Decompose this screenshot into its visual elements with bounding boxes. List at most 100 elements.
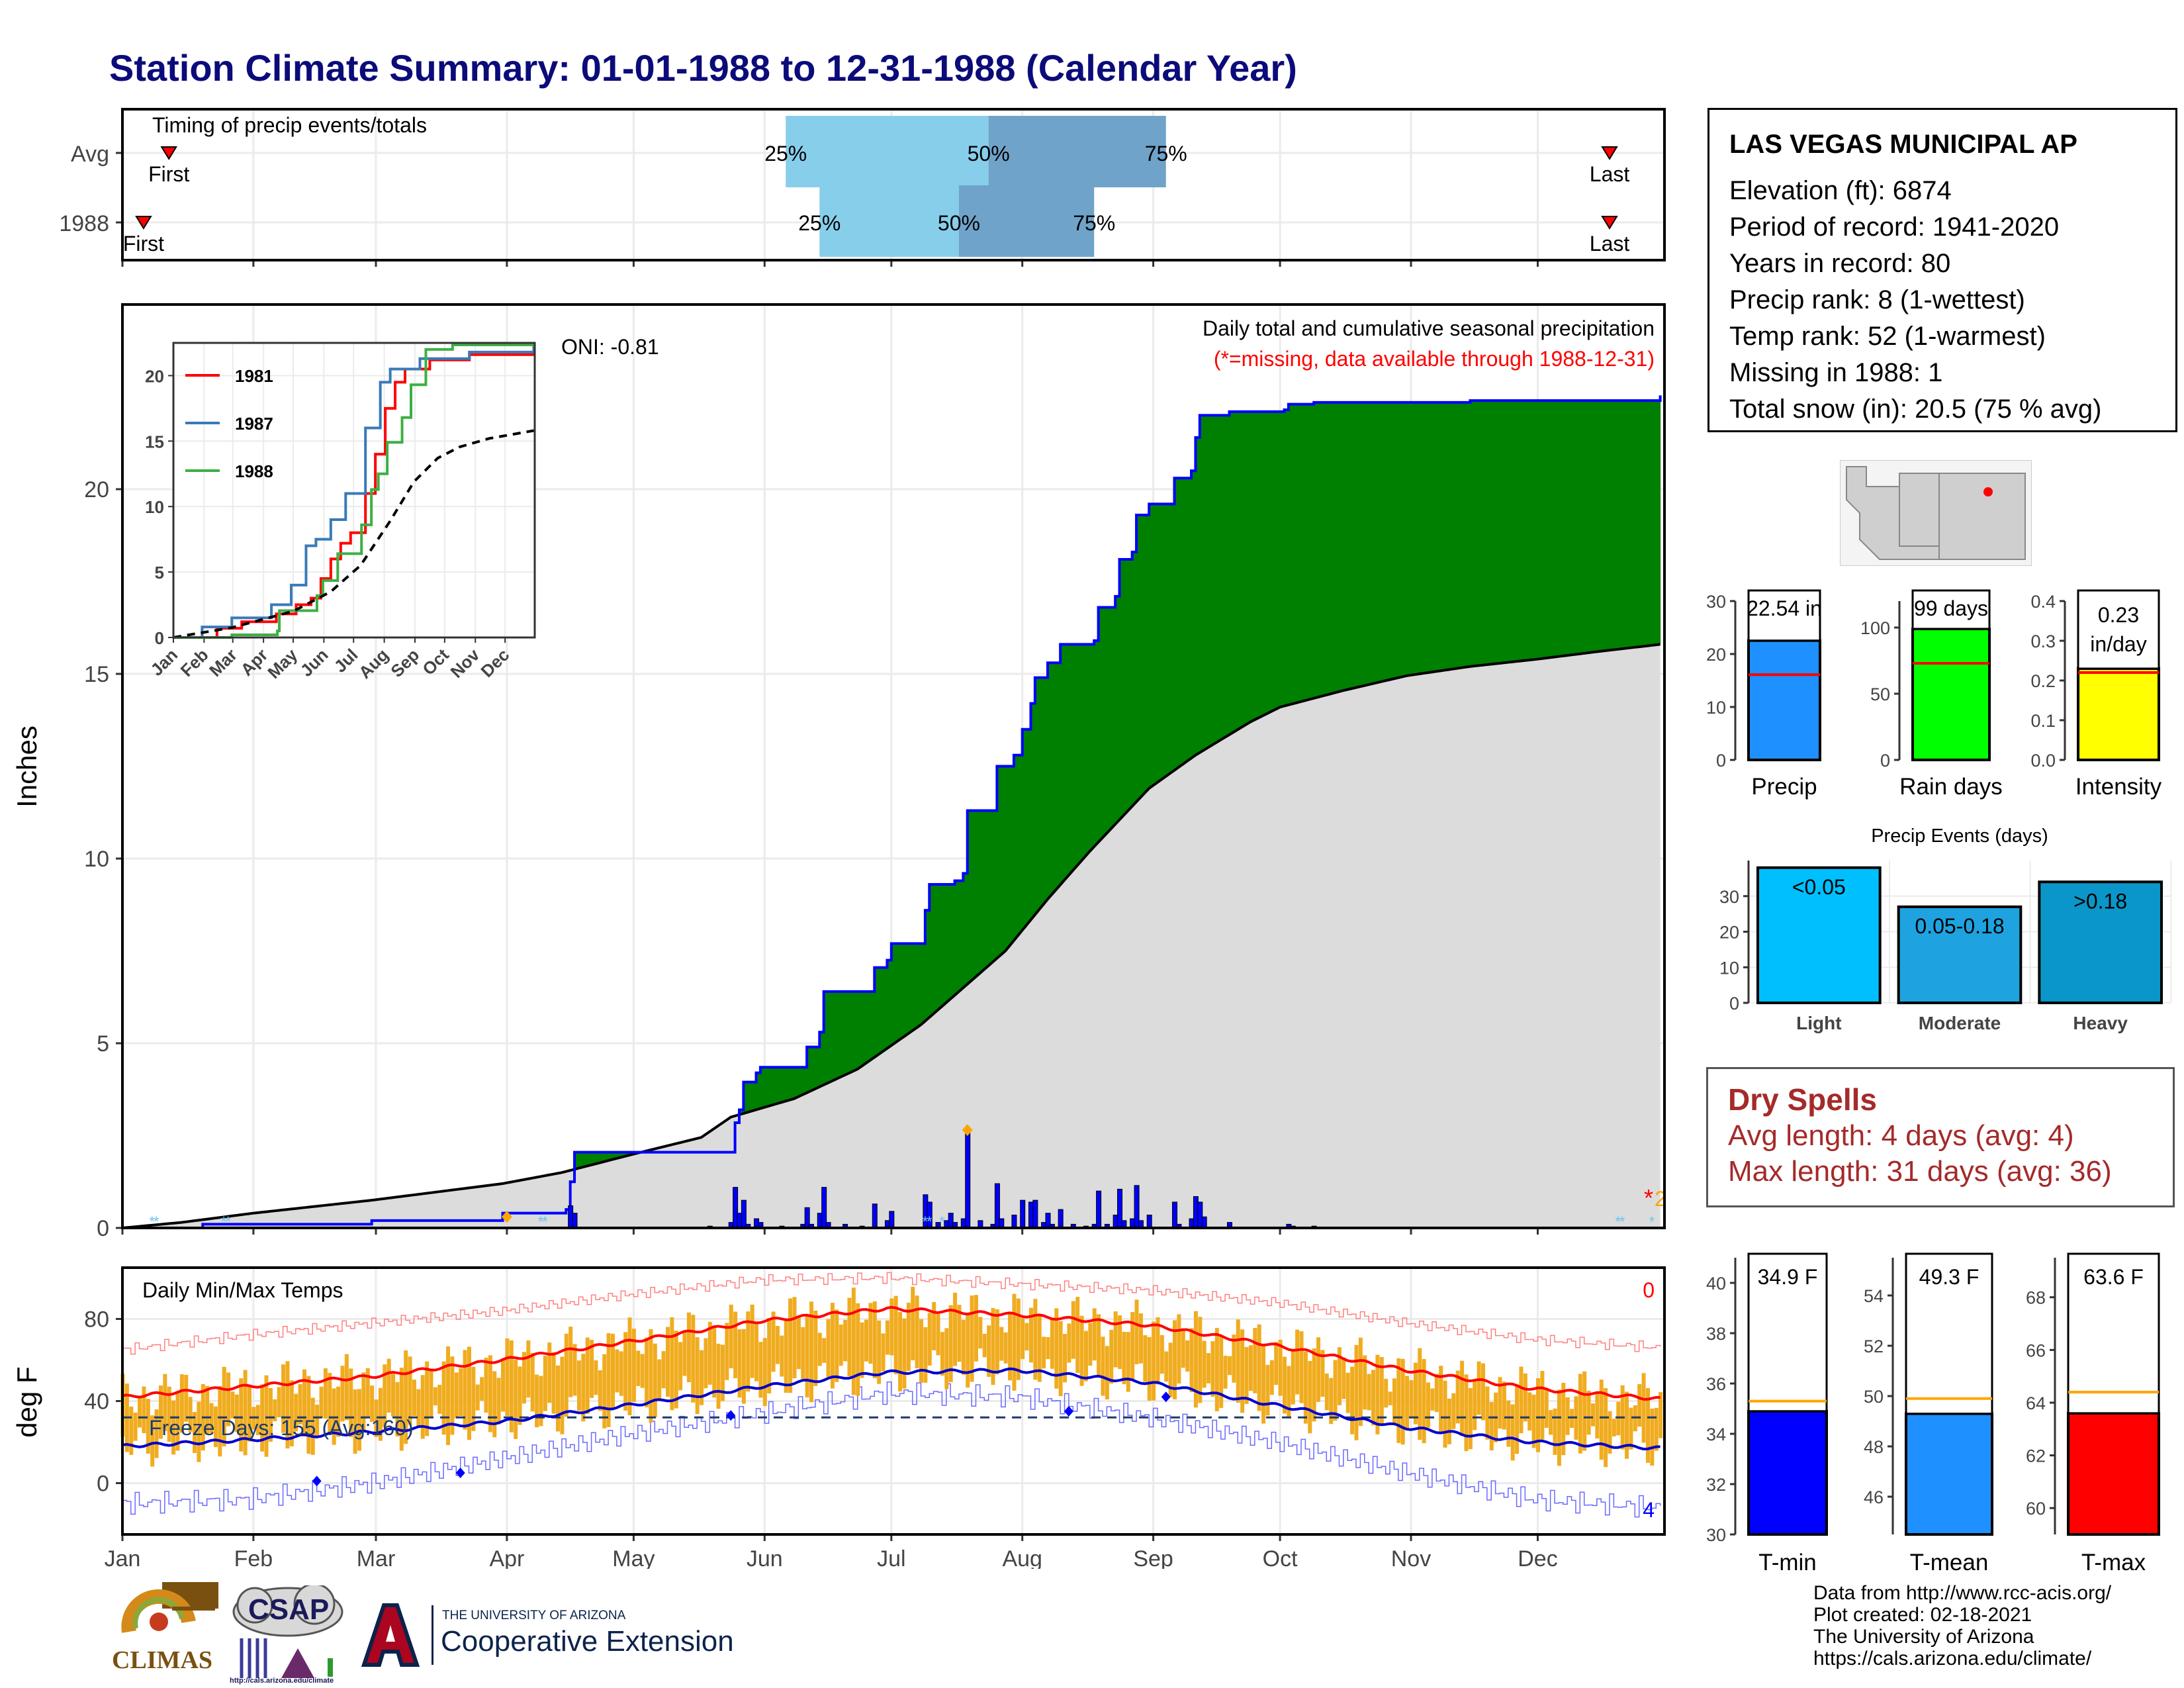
temp-daily-bar [226,1372,231,1427]
precip-departure-segment [1355,402,1361,688]
precip-departure-segment [1524,400,1530,661]
precip-departure-segment [1419,402,1424,675]
temp-daily-bar [488,1355,492,1432]
station-line-years: Years in record: 80 [1729,249,1951,278]
temp-daily-bar [420,1375,425,1439]
precip-departure-segment [1647,400,1653,647]
precip-departure-segment [1512,400,1518,663]
temp-daily-bar [784,1321,788,1393]
summary-ytick-label: 0 [1716,751,1726,771]
precip-departure-segment [1098,607,1103,843]
precip-departure-segment [1001,766,1006,956]
temp-daily-bar [492,1371,497,1438]
temp-daily-bar [1439,1366,1443,1432]
snow-marker: * [927,1213,933,1230]
precip-departure-segment [941,884,947,1008]
temp-daily-bar [1126,1332,1130,1392]
temp-daily-bar [1430,1388,1435,1411]
temp-daily-bar [682,1331,687,1376]
temp-daily-bar [1650,1408,1655,1466]
temp-daily-bar [585,1337,590,1414]
temp-daily-bar [1244,1346,1249,1404]
station-name: LAS VEGAS MUNICIPAL AP [1729,130,2077,159]
inset-legend-label: 1988 [235,461,273,481]
precip-departure-segment [1410,402,1416,676]
summary-ytick-label: 0.3 [2030,632,2056,651]
precip-departure-segment [1292,404,1298,704]
temp-daily-bar [817,1333,822,1366]
temp-daily-bar [1206,1353,1211,1383]
precip-departure-segment [1288,404,1293,706]
temp-daily-bar [1329,1378,1334,1425]
temp-daily-bar [1485,1386,1490,1440]
summary-ytick-label: 20 [1706,645,1726,665]
temp-daily-bar [1021,1318,1025,1360]
inset-legend-label: 1981 [235,366,273,386]
ua-logo [361,1602,420,1668]
temp-daily-bar [771,1311,776,1372]
temp-daily-bar [1269,1360,1274,1395]
temp-daily-bar [923,1327,928,1383]
temp-daily-bar [560,1356,565,1434]
tempbars-ytick-label: 62 [2026,1446,2046,1466]
temp-daily-bar [1375,1354,1380,1434]
temp-daily-bar [319,1386,324,1419]
temp-daily-bar [948,1305,953,1382]
university-a-icon [361,1603,420,1667]
csap-logo: CSAP http://cals.arizona.edu/climate [228,1583,347,1685]
temp-daily-bar [234,1394,239,1432]
dry-spells-title: Dry Spells [1728,1082,1877,1117]
temp-daily-bar [142,1386,146,1434]
temp-daily-bar [437,1384,442,1414]
precip-daily-bar [999,1218,1005,1229]
snow-marker: * [154,1213,159,1230]
precip-departure-segment [1228,411,1234,735]
precip-departure-segment [1571,400,1576,655]
state-map-icon [1839,459,2032,567]
precip-departure-segment [1448,402,1454,671]
temp-daily-bar [522,1352,526,1404]
temp-daily-bar [1578,1374,1582,1454]
temp-daily-bar [1037,1314,1042,1382]
temp-daily-bar [1164,1351,1169,1382]
temp-daily-bar [691,1315,696,1403]
climas-logo-icon [121,1582,218,1633]
temp-daily-bar [1565,1397,1570,1435]
precip-departure-segment [1275,411,1281,710]
temp-daily-bar [1287,1366,1291,1417]
temp-daily-bar [467,1346,471,1440]
temp-daily-bar [822,1338,827,1363]
temp-daily-bar [446,1346,451,1445]
temp-daily-bar [1299,1331,1304,1403]
temp-daily-bar [1354,1344,1359,1440]
temp-daily-bar [1434,1374,1439,1413]
temp-daily-bar [1595,1393,1600,1439]
precip-departure-segment [1153,503,1158,786]
temp-daily-bar [1506,1400,1511,1447]
temp-daily-bar [1227,1356,1232,1376]
temp-daily-bar [209,1403,214,1433]
timing-percentile-label: 25% [798,211,841,235]
inset-ytick-label: 10 [145,497,164,517]
precip-departure-segment [781,1066,786,1103]
precip-departure-segment [907,943,913,1035]
precip-departure-segment [1529,400,1534,661]
temp-daily-bar [898,1312,903,1392]
precip-events-panel: Precip Events (days) 0 10 20 30 <0.05 Light 0.0… [1694,814,2184,1039]
temp-daily-bar [1291,1350,1295,1405]
temp-daily-bar [1282,1356,1287,1414]
temp-daily-bar [569,1327,573,1397]
station-line-missing: Missing in 1988: 1 [1729,358,1943,387]
temp-daily-bar [598,1370,602,1411]
month-label: Jun [747,1546,783,1569]
temp-daily-bar [1050,1317,1054,1369]
precip-departure-segment [785,1066,791,1102]
climas-logo-text: CLIMAS [112,1646,213,1674]
summary-value-label: in/day [2090,632,2146,656]
temp-daily-bar [835,1309,839,1382]
precip-departure-segment [1089,643,1095,853]
temp-daily-bar [678,1342,683,1391]
temp-daily-bar [429,1370,433,1419]
temp-daily-bar [213,1406,218,1448]
temp-daily-bar [222,1366,226,1447]
